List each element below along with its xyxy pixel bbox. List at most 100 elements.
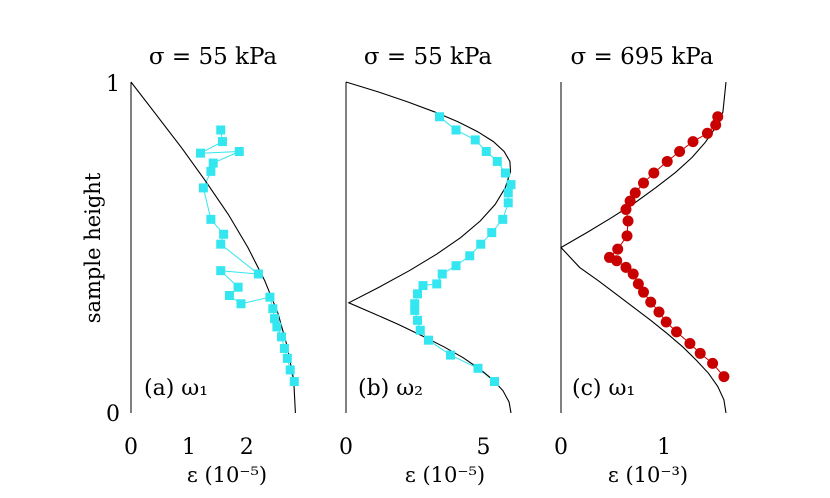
panel-a-markers — [195, 125, 299, 387]
panel-b-data-point — [476, 239, 486, 249]
panel-b-data-point — [415, 325, 425, 335]
panel-a-data-point — [208, 158, 218, 168]
panel-b-x-tick-label: 5 — [477, 435, 491, 460]
panel-b-data-point — [410, 299, 420, 309]
panel-b-data-point — [418, 281, 428, 291]
panel-b-data-point — [435, 112, 444, 122]
panel-a-data-point — [198, 183, 208, 193]
panel-b-data-point — [465, 251, 475, 261]
panel-c-data-point — [603, 251, 615, 263]
panel-c-data-point — [622, 215, 634, 227]
panel-b-data-point — [424, 335, 433, 345]
panel-a-data-point — [216, 125, 226, 135]
panel-b-label: (b) ω₂ — [358, 376, 423, 401]
panel-b-data-point — [413, 315, 422, 325]
panel-b-data-point — [470, 135, 480, 145]
panel-a-data-point — [236, 299, 246, 309]
panel-c-data-point — [674, 146, 686, 158]
panel-a-data-point — [285, 365, 295, 375]
panel-c-data-point — [645, 296, 657, 308]
panel-c-data-point — [707, 357, 719, 369]
panel-b-data-point — [446, 350, 455, 360]
panel-c-x-axis-label: ε (10⁻³) — [608, 463, 688, 487]
panel-c-x-tick-label: 0 — [554, 435, 568, 460]
panel-b-data-point — [473, 363, 483, 373]
panel-b-data-point — [410, 305, 420, 315]
panel-a-data-point — [233, 282, 243, 292]
y-tick-label-1: 1 — [106, 72, 120, 97]
panel-c-data-point — [620, 203, 632, 215]
panel-a-data-point — [206, 166, 216, 176]
panel-a-title: σ = 55 kPa — [149, 44, 278, 70]
panel-a-x-tick-label: 2 — [240, 435, 254, 460]
panel-a-data-point — [206, 214, 216, 224]
panel-a-x-axis-label: ε (10⁻⁵) — [187, 463, 267, 487]
panel-a-data-point — [289, 377, 299, 387]
panel-c-title: σ = 695 kPa — [571, 44, 714, 70]
panel-c-theory-curve — [560, 81, 727, 414]
panel-b-data-point — [413, 289, 422, 299]
panel-a-data-point — [253, 269, 263, 279]
panel-a-data-point — [272, 322, 282, 332]
panel-b-data-point — [437, 269, 447, 279]
panel-a-data-point — [270, 314, 280, 324]
panel-c-data-point — [624, 195, 636, 207]
panel-b-data-point — [506, 180, 516, 190]
panel-b-theory-curve — [345, 81, 512, 414]
panel-a-data-point — [219, 229, 229, 239]
panel-a-data-point — [195, 148, 205, 158]
panel-c-data-point — [660, 316, 672, 328]
panel-b-data-point — [501, 168, 510, 178]
panel-b-data-point — [498, 214, 508, 224]
panel-c-data-point — [638, 177, 649, 189]
panel-b-data-point — [492, 156, 502, 166]
panel-a-data-point — [216, 239, 226, 249]
panel-c-data-point — [653, 306, 665, 318]
panel-a-x-ticks: 0 1 2 — [124, 435, 254, 460]
y-axis-label: sample height — [81, 172, 105, 323]
panel-a-data-point — [216, 266, 226, 276]
panel-c-data-point — [712, 111, 724, 123]
panel-a-data-point — [282, 353, 292, 363]
panel-a-data-point — [268, 304, 278, 314]
panel-b-data-point — [503, 188, 513, 198]
panel-b-x-axis-label: ε (10⁻⁵) — [405, 463, 485, 487]
y-tick-label-0: 0 — [106, 402, 120, 427]
panel-c-x-tick-label: 1 — [657, 435, 671, 460]
panel-c-curves — [560, 81, 727, 414]
panel-c-data-point — [710, 119, 722, 131]
panel-c-data-point — [661, 155, 673, 167]
panel-c-data-point — [638, 286, 649, 298]
panel-a-data-point — [279, 343, 289, 353]
panel-a-data-point — [277, 332, 287, 342]
panel-b-data-point — [432, 279, 442, 289]
panel-b-markers — [410, 112, 516, 387]
panel-c-data-point — [671, 326, 682, 338]
panel-b-data-point — [487, 228, 497, 238]
panel-b-x-tick-label: 0 — [339, 435, 353, 460]
panel-c-data-point — [687, 136, 699, 148]
panel-c-label: (c) ω₁ — [572, 376, 635, 401]
panel-c-data-point — [718, 371, 730, 383]
panel-b-data-point — [481, 147, 491, 157]
panel-a-label: (a) ω₁ — [144, 376, 208, 401]
panel-c-data-point — [621, 230, 633, 242]
panel-b-data-point — [451, 261, 461, 271]
panel-c-data-point — [629, 187, 641, 199]
panel-c-data-point — [620, 261, 632, 273]
panel-c-measured-line — [608, 116, 725, 377]
panel-a-data-point — [265, 292, 275, 302]
panel-c-markers — [603, 111, 730, 383]
panel-c-data-point — [612, 243, 624, 255]
panel-b-data-point — [490, 377, 499, 387]
panel-b-data-point — [503, 198, 513, 208]
panel-b-data-point — [451, 125, 461, 135]
panel-c-data-point — [627, 268, 639, 280]
panel-a-x-tick-label: 1 — [182, 435, 196, 460]
